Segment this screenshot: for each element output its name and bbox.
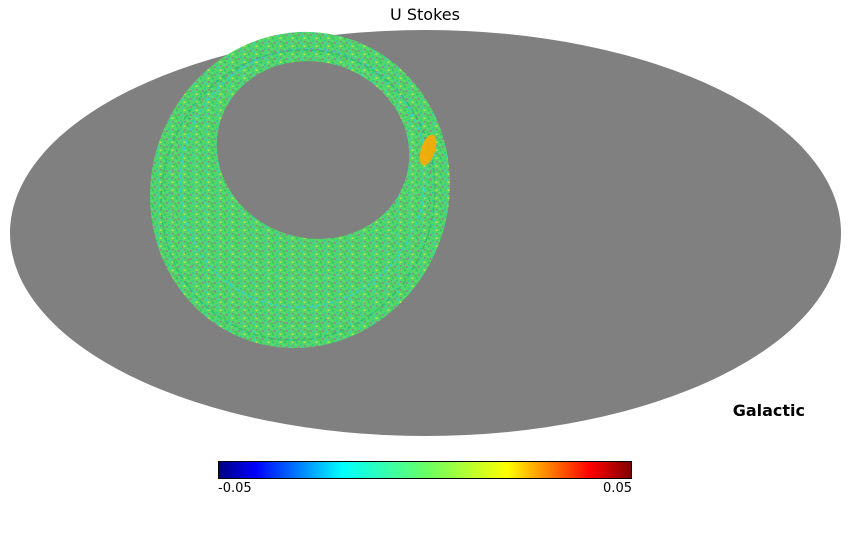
scan-ring-streak-2 [195,55,417,281]
hotspot-patch [419,134,437,166]
colorbar-min-label: -0.05 [218,481,252,496]
scan-ring-streak-1 [179,47,427,309]
colorbar-max-label: 0.05 [603,481,632,496]
scan-ring [120,15,495,365]
scan-ring-streak-3 [160,49,436,341]
scan-ring-fill [120,15,495,365]
colorbar [218,461,632,479]
coordinate-system-label: Galactic [732,401,805,420]
colorbar-tick-labels: -0.05 0.05 [218,481,632,496]
scan-ring-streak-4 [170,48,432,324]
